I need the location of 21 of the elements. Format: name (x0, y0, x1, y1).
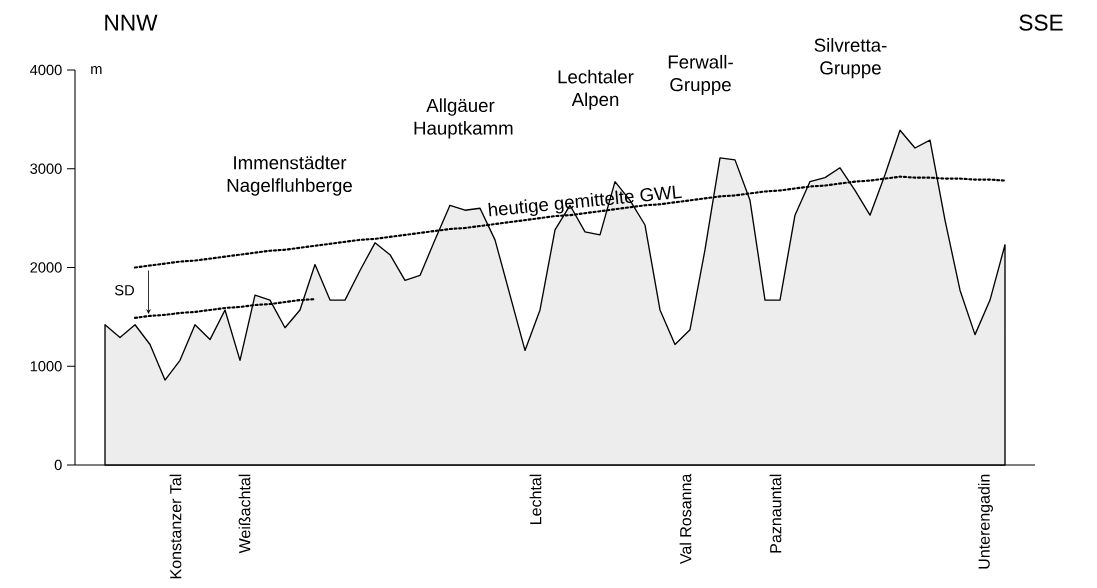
text: Unterengadin (978, 474, 993, 569)
text: Konstanzer Tal (169, 474, 182, 579)
text: Val Rosanna (679, 473, 692, 565)
y-tick-label: 2000 (30, 262, 62, 273)
annotation: Ferwall-Gruppe (668, 54, 733, 95)
y-tick-label: 1000 (30, 361, 62, 372)
annotation: Silvretta-Gruppe (814, 38, 887, 79)
y-tick-label: 4000 (30, 64, 62, 76)
y-tick-label: 0 (54, 459, 62, 471)
text: NNW (105, 14, 158, 31)
text: Lechtal (529, 474, 542, 524)
annotation: heutige gemittelte GWL (488, 185, 682, 217)
text: Weißachtal (238, 474, 251, 554)
annotation: Lechtaler Alpen (558, 69, 634, 110)
annotation: Immenstädter Nagelfluhberge (227, 155, 352, 196)
text: SSE (1019, 14, 1063, 31)
text: Paznauntal (769, 474, 782, 553)
y-tick-label: 3000 (30, 163, 62, 174)
annotation: Allgäuer Hauptkamm (414, 98, 513, 139)
y-axis-title: m (91, 66, 102, 74)
annotation: SD (114, 285, 134, 296)
